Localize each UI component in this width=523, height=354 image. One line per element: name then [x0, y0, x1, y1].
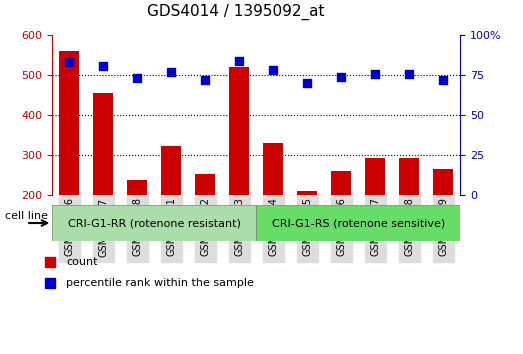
Bar — [93, 93, 113, 195]
Point — [439, 77, 448, 83]
Text: percentile rank within the sample: percentile rank within the sample — [66, 278, 254, 288]
Bar — [59, 51, 79, 195]
Point — [201, 77, 209, 83]
Point — [371, 71, 379, 76]
Bar — [195, 175, 215, 195]
Point — [337, 74, 345, 80]
Bar — [263, 143, 283, 195]
Bar — [256, 205, 460, 241]
Point — [269, 68, 277, 73]
Point — [303, 80, 311, 86]
Text: count: count — [66, 257, 98, 267]
Bar — [161, 146, 181, 195]
Point — [99, 63, 108, 68]
Point — [167, 69, 175, 75]
Bar — [229, 67, 249, 195]
Bar — [331, 171, 351, 195]
Point — [235, 58, 243, 64]
Text: GDS4014 / 1395092_at: GDS4014 / 1395092_at — [146, 4, 324, 20]
Bar — [433, 169, 453, 195]
Bar — [399, 158, 419, 195]
Bar — [52, 205, 256, 241]
Bar — [297, 191, 317, 195]
Text: cell line: cell line — [5, 211, 48, 221]
Text: CRI-G1-RR (rotenone resistant): CRI-G1-RR (rotenone resistant) — [68, 218, 241, 228]
Point — [133, 75, 141, 81]
Point — [65, 59, 73, 65]
Bar — [127, 179, 147, 195]
Text: CRI-G1-RS (rotenone sensitive): CRI-G1-RS (rotenone sensitive) — [271, 218, 445, 228]
Point — [405, 71, 413, 76]
Bar — [365, 159, 385, 195]
